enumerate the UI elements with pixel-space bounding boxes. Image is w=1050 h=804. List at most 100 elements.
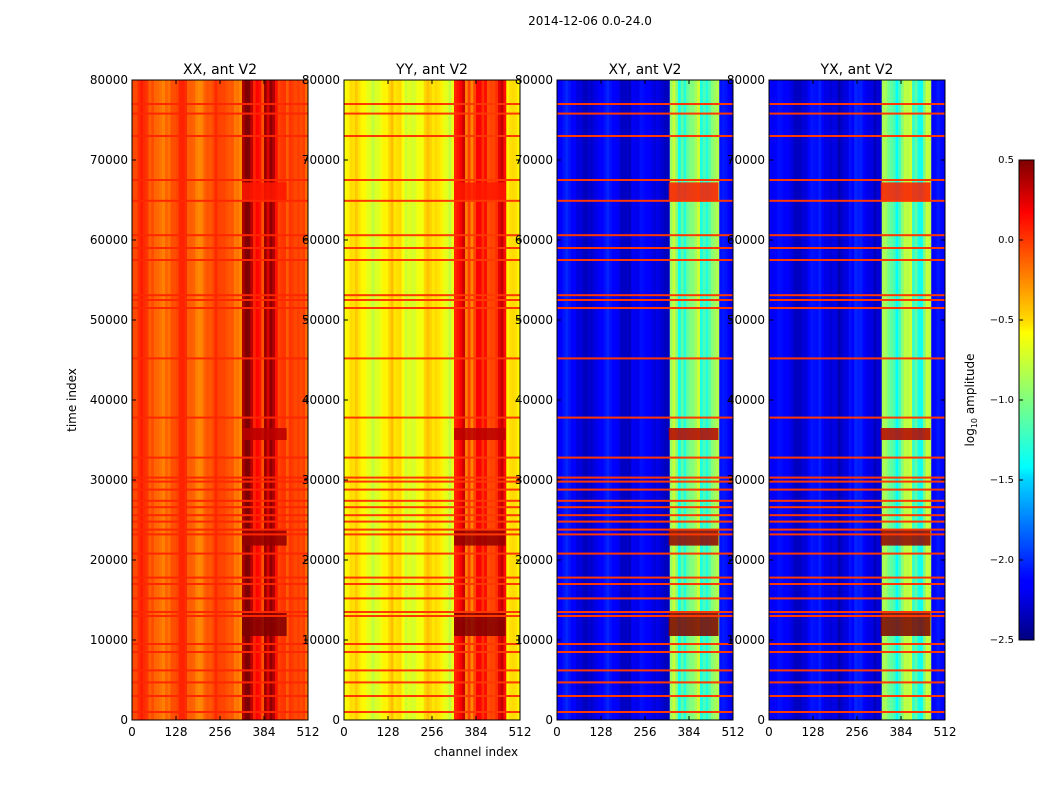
heatmap-cell	[165, 80, 169, 720]
x-tick-label: 256	[634, 725, 657, 739]
heatmap-cell	[581, 80, 585, 720]
flagged-row	[344, 488, 520, 491]
y-axis-label: time index	[65, 368, 79, 432]
heatmap-cell	[374, 80, 378, 720]
flagged-row	[132, 247, 308, 249]
flagged-row	[557, 488, 733, 491]
heatmap-cell	[559, 80, 563, 720]
heatmap-cell	[225, 80, 229, 720]
flagged-row	[557, 681, 733, 684]
y-tick-label: 50000	[515, 313, 553, 327]
flagged-row	[557, 533, 733, 536]
heatmap-cell	[390, 80, 394, 720]
heatmap-cell	[473, 80, 477, 720]
flagged-row	[557, 695, 733, 697]
x-tick-label: 384	[253, 725, 276, 739]
heatmap-cell	[280, 80, 284, 720]
heatmap-cell	[283, 80, 287, 720]
heatmap-cell	[680, 80, 684, 720]
heatmap-cell	[846, 80, 850, 720]
x-axis-label: channel index	[434, 745, 518, 759]
heatmap-cell	[603, 80, 607, 720]
heatmap-cell	[487, 80, 491, 720]
flagged-row	[344, 476, 520, 479]
flagged-row	[132, 583, 308, 585]
flagged-row	[132, 506, 308, 509]
flagged-row	[132, 611, 308, 613]
heatmap-cell	[634, 80, 638, 720]
flagged-row	[344, 643, 520, 645]
heatmap-cell	[456, 80, 460, 720]
flagged-row	[344, 552, 520, 555]
flagged-row	[132, 520, 308, 523]
heatmap-cell	[870, 80, 874, 720]
flagged-row	[769, 456, 945, 459]
x-tick-label: 512	[934, 725, 957, 739]
heatmap-cell	[609, 80, 613, 720]
heatmap-cell	[880, 182, 931, 202]
flagged-row	[557, 135, 733, 137]
heatmap-cell	[203, 80, 207, 720]
heatmap-cell	[642, 80, 646, 720]
heatmap-cell	[250, 80, 254, 720]
y-tick-label: 70000	[90, 153, 128, 167]
x-tick-label: 256	[209, 725, 232, 739]
heatmap-cell	[656, 80, 660, 720]
heatmap-cell	[777, 80, 781, 720]
heatmap-cell	[880, 428, 931, 440]
heatmap-cell	[923, 80, 927, 720]
heatmap-cell	[636, 80, 640, 720]
heatmap-cell	[837, 80, 841, 720]
heatmap-cell	[664, 80, 668, 720]
heatmap-cell	[357, 80, 361, 720]
heatmap-cell	[242, 80, 246, 720]
flagged-row	[132, 416, 308, 419]
heatmap-cell	[668, 530, 719, 546]
heatmap-cell	[584, 80, 588, 720]
heatmap-cell	[253, 80, 257, 720]
flagged-row	[557, 294, 733, 297]
heatmap-cell	[214, 80, 218, 720]
heatmap-cell	[623, 80, 627, 720]
heatmap-cell	[890, 80, 894, 720]
heatmap-cell	[434, 80, 438, 720]
flagged-row	[557, 476, 733, 479]
flagged-row	[344, 514, 520, 517]
heatmap-cell	[879, 80, 883, 720]
heatmap-cell	[793, 80, 797, 720]
heatmap-cell	[366, 80, 370, 720]
y-tick-label: 80000	[302, 73, 340, 87]
heatmap-cell	[906, 80, 910, 720]
flagged-row	[132, 259, 308, 261]
heatmap-cell	[454, 182, 506, 202]
flagged-row	[132, 615, 308, 617]
heatmap-cell	[895, 80, 899, 720]
flagged-row	[557, 576, 733, 579]
heatmap-cell	[691, 80, 695, 720]
heatmap-cell	[568, 80, 572, 720]
flagged-row	[132, 357, 308, 360]
heatmap-cell	[187, 80, 191, 720]
flagged-row	[769, 259, 945, 261]
heatmap-panel: XY, ant V2 0 128 256 384 512 0 10000 20000 30000 4…	[515, 62, 745, 739]
heatmap-cell	[255, 80, 259, 720]
heatmap-cell	[936, 80, 940, 720]
heatmap-cell	[264, 80, 268, 720]
heatmap-cell	[151, 80, 155, 720]
y-tick-label: 60000	[727, 233, 765, 247]
heatmap-panels: XX, ant V2 0 128 256 384 512 0 10000 20000 30000 4…	[90, 62, 957, 739]
flagged-row	[769, 528, 945, 531]
heatmap-cell	[266, 80, 270, 720]
heatmap-cell	[686, 80, 690, 720]
heatmap-cell	[352, 80, 356, 720]
heatmap-cell	[901, 80, 905, 720]
heatmap-cell	[645, 80, 649, 720]
x-tick-label: 512	[722, 725, 745, 739]
flagged-row	[557, 611, 733, 613]
flagged-row	[557, 259, 733, 261]
heatmap-cell	[697, 80, 701, 720]
heatmap-cell	[824, 80, 828, 720]
flagged-row	[769, 480, 945, 483]
y-tick-label: 80000	[727, 73, 765, 87]
panel-title: YY, ant V2	[395, 62, 468, 78]
